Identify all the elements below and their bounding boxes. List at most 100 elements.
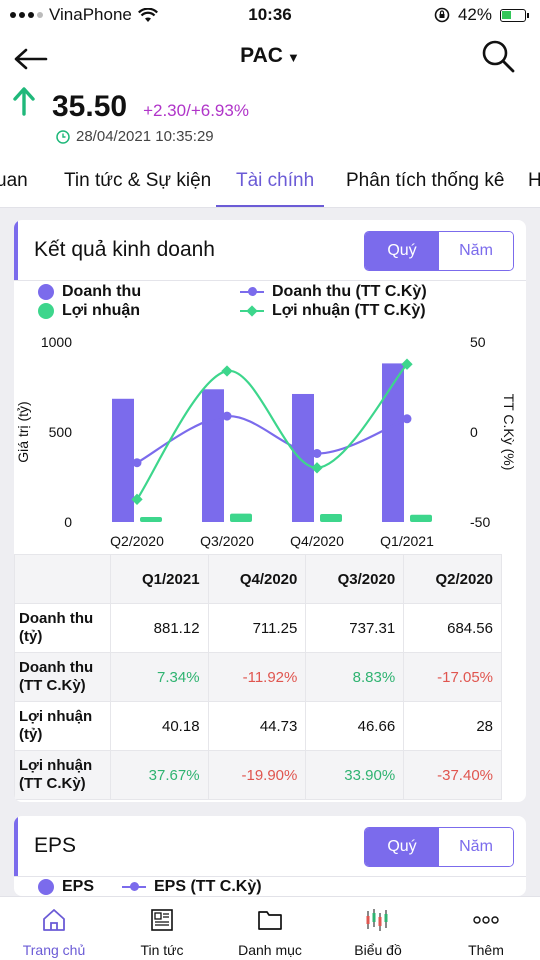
- legend-revenue-change[interactable]: Doanh thu (TT C.Kỳ): [240, 283, 427, 301]
- legend-revenue[interactable]: Doanh thu: [38, 283, 141, 301]
- x-tick-label: Q3/2020: [200, 533, 254, 549]
- clock: 10:36: [248, 5, 292, 24]
- nav-more[interactable]: Thêm: [432, 897, 540, 960]
- battery-icon: [500, 8, 529, 22]
- battery-percent: 42%: [457, 5, 492, 24]
- nav-chart[interactable]: Biểu đồ: [324, 897, 432, 960]
- table-cell: 40.18: [109, 701, 209, 751]
- bar-profit: [410, 514, 432, 522]
- symbol-label: PAC: [240, 44, 283, 67]
- legend-line: [122, 882, 146, 891]
- quarter-button[interactable]: Quý: [365, 828, 439, 866]
- table-cell: -37.40%: [403, 750, 502, 800]
- row-label: Doanh thu (tỷ): [14, 603, 111, 653]
- nav-portfolio[interactable]: Danh mục: [216, 897, 324, 960]
- bar-revenue: [112, 398, 134, 522]
- y-tick-label: 500: [49, 424, 73, 440]
- year-button[interactable]: Năm: [439, 828, 513, 866]
- nav-label: Thêm: [468, 942, 504, 958]
- tab-statistics[interactable]: Phân tích thống kê: [346, 170, 505, 191]
- update-time: 28/04/2021 10:35:29: [76, 128, 214, 145]
- bar-profit: [320, 513, 342, 522]
- table-cell: -17.05%: [403, 652, 502, 702]
- legend-label: EPS: [62, 878, 95, 895]
- column-header: Q1/2021: [109, 554, 209, 604]
- nav-home[interactable]: Trang chủ: [0, 897, 108, 960]
- section-tabs: uan Tin tức & Sự kiện Tài chính Phân tíc…: [0, 160, 540, 208]
- table-cell: 737.31: [305, 603, 405, 653]
- up-arrow-icon: [12, 86, 52, 124]
- legend-label: EPS (TT C.Kỳ): [154, 878, 262, 895]
- table-cell: -19.90%: [207, 750, 307, 800]
- tab-finance[interactable]: Tài chính: [236, 170, 315, 191]
- period-toggle: Quý Năm: [364, 231, 514, 271]
- row-label: Lợi nhuận (TT C.Kỳ): [14, 750, 111, 800]
- point-revenue-change: [132, 458, 142, 468]
- eps-card: EPS Quý Năm EPS EPS (TT C.Kỳ): [14, 816, 526, 896]
- nav-news[interactable]: Tin tức: [108, 897, 216, 960]
- clock-icon: [56, 129, 70, 144]
- point-profit-change: [311, 462, 323, 474]
- back-button[interactable]: [14, 46, 50, 76]
- point-revenue-change: [312, 448, 322, 458]
- tab-more[interactable]: H: [528, 170, 540, 192]
- search-icon: [482, 40, 515, 73]
- table-cell: 33.90%: [305, 750, 405, 800]
- active-tab-indicator: [216, 205, 324, 207]
- y-right-tick-label: 0: [470, 424, 478, 440]
- column-header: Q4/2020: [207, 554, 307, 604]
- bottom-nav: Trang chủ Tin tức Danh mục Biểu đồ Thêm: [0, 896, 540, 960]
- legend-label: Lợi nhuận: [62, 302, 141, 319]
- x-tick-label: Q4/2020: [290, 533, 344, 549]
- legend-eps[interactable]: EPS: [38, 878, 94, 896]
- table-cell: 8.83%: [305, 652, 405, 702]
- y-tick-label: 0: [64, 514, 72, 530]
- legend-dot: [38, 303, 54, 319]
- wifi-icon: [137, 7, 158, 22]
- price-change: +2.30/+6.93%: [143, 101, 249, 120]
- legend-profit-change[interactable]: Lợi nhuận (TT C.Kỳ): [240, 302, 426, 320]
- point-revenue-change: [402, 414, 412, 424]
- divider: [14, 876, 526, 877]
- legend-profit[interactable]: Lợi nhuận: [38, 302, 140, 320]
- carrier: VinaPhone: [10, 5, 158, 25]
- point-profit-change: [221, 365, 233, 377]
- point-revenue-change: [222, 411, 232, 421]
- legend-label: Doanh thu: [62, 283, 142, 300]
- nav-label: Danh mục: [238, 942, 302, 958]
- financial-table: Q1/2021 Q4/2020 Q3/2020 Q2/2020 Doanh th…: [14, 554, 502, 800]
- nav-label: Biểu đồ: [354, 942, 402, 958]
- tab-news-events[interactable]: Tin tức & Sự kiện: [64, 170, 212, 191]
- stock-header: PAC ▼ 35.50 +2.30/+6.93% 28/04/2021 10:35…: [0, 30, 540, 160]
- legend-line: [240, 305, 264, 317]
- table-header-row: Q1/2021 Q4/2020 Q3/2020 Q2/2020: [14, 554, 502, 604]
- y-right-axis-label: TT C.Kỳ (%): [501, 394, 517, 471]
- table-row: Doanh thu (tỷ) 881.12 711.25 737.31 684.5…: [14, 603, 502, 653]
- table-cell: 711.25: [207, 603, 307, 653]
- home-icon: [43, 909, 65, 931]
- table-row: Lợi nhuận (TT C.Kỳ) 37.67% -19.90% 33.90%…: [14, 750, 502, 800]
- newspaper-icon: [151, 909, 173, 931]
- table-cell: 28: [403, 701, 502, 751]
- year-button[interactable]: Năm: [439, 232, 513, 270]
- table-cell: 684.56: [403, 603, 502, 653]
- divider: [14, 280, 526, 281]
- legend-eps-change[interactable]: EPS (TT C.Kỳ): [122, 878, 262, 896]
- table-cell: 7.34%: [109, 652, 209, 702]
- tab-overview[interactable]: uan: [0, 170, 28, 191]
- orientation-lock-icon: [434, 7, 450, 23]
- table-cell: 46.66: [305, 701, 405, 751]
- eps-period-toggle: Quý Năm: [364, 827, 514, 867]
- signal-icon: [10, 12, 43, 18]
- card-title: Kết quả kinh doanh: [34, 238, 215, 261]
- business-results-card: Kết quả kinh doanh Quý Năm Doanh thu Lợi…: [14, 220, 526, 802]
- point-profit-change: [401, 358, 413, 370]
- column-header: Q2/2020: [403, 554, 502, 604]
- table-corner: [14, 554, 111, 604]
- x-tick-label: Q1/2021: [380, 533, 434, 549]
- search-button[interactable]: [480, 38, 516, 74]
- nav-label: Trang chủ: [22, 942, 86, 958]
- quarter-button[interactable]: Quý: [365, 232, 439, 270]
- y-axis-label: Giá trị (tỷ): [15, 401, 31, 462]
- symbol-selector[interactable]: PAC ▼: [0, 44, 540, 68]
